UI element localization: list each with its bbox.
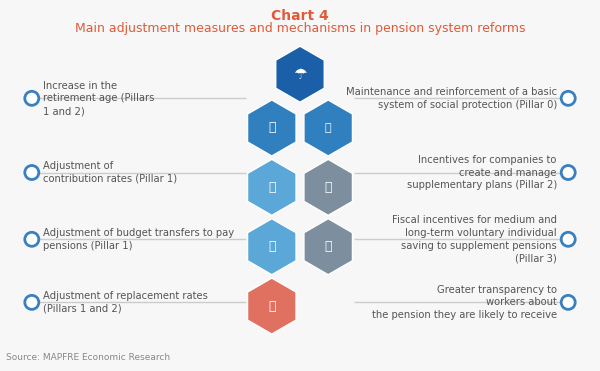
Ellipse shape — [25, 232, 39, 246]
Text: Greater transparency to
workers about
the pension they are likely to receive: Greater transparency to workers about th… — [371, 285, 557, 320]
Text: Source: MAPFRE Economic Research: Source: MAPFRE Economic Research — [6, 353, 170, 362]
Ellipse shape — [25, 295, 39, 309]
Polygon shape — [304, 219, 352, 275]
Text: Adjustment of budget transfers to pay
pensions (Pillar 1): Adjustment of budget transfers to pay pe… — [43, 228, 235, 251]
Text: Chart 4: Chart 4 — [271, 9, 329, 23]
Text: ☂: ☂ — [293, 67, 307, 82]
Text: Maintenance and reinforcement of a basic
system of social protection (Pillar 0): Maintenance and reinforcement of a basic… — [346, 87, 557, 110]
Polygon shape — [276, 46, 324, 102]
Text: Fiscal incentives for medium and
long-term voluntary individual
saving to supple: Fiscal incentives for medium and long-te… — [392, 215, 557, 263]
Ellipse shape — [561, 91, 575, 105]
Text: Main adjustment measures and mechanisms in pension system reforms: Main adjustment measures and mechanisms … — [75, 22, 525, 35]
Text: 🗂: 🗂 — [325, 123, 332, 133]
Text: ⏱: ⏱ — [268, 121, 275, 135]
Text: 📄: 📄 — [268, 299, 275, 313]
Ellipse shape — [561, 232, 575, 246]
Text: Adjustment of
contribution rates (Pillar 1): Adjustment of contribution rates (Pillar… — [43, 161, 178, 184]
Text: Increase in the
retirement age (Pillars
1 and 2): Increase in the retirement age (Pillars … — [43, 81, 155, 116]
Polygon shape — [304, 100, 352, 156]
Polygon shape — [248, 219, 296, 275]
Ellipse shape — [561, 295, 575, 309]
Polygon shape — [248, 278, 296, 334]
Text: Adjustment of replacement rates
(Pillars 1 and 2): Adjustment of replacement rates (Pillars… — [43, 291, 208, 314]
Ellipse shape — [25, 165, 39, 180]
Polygon shape — [248, 160, 296, 215]
Text: 🏆: 🏆 — [325, 240, 332, 253]
Ellipse shape — [561, 165, 575, 180]
Text: 🏢: 🏢 — [325, 181, 332, 194]
Ellipse shape — [25, 91, 39, 105]
Polygon shape — [248, 100, 296, 156]
Text: Incentives for companies to
create and manage
supplementary plans (Pillar 2): Incentives for companies to create and m… — [407, 155, 557, 190]
Text: 💰: 💰 — [268, 181, 275, 194]
Polygon shape — [304, 160, 352, 215]
Text: 👥: 👥 — [268, 240, 275, 253]
